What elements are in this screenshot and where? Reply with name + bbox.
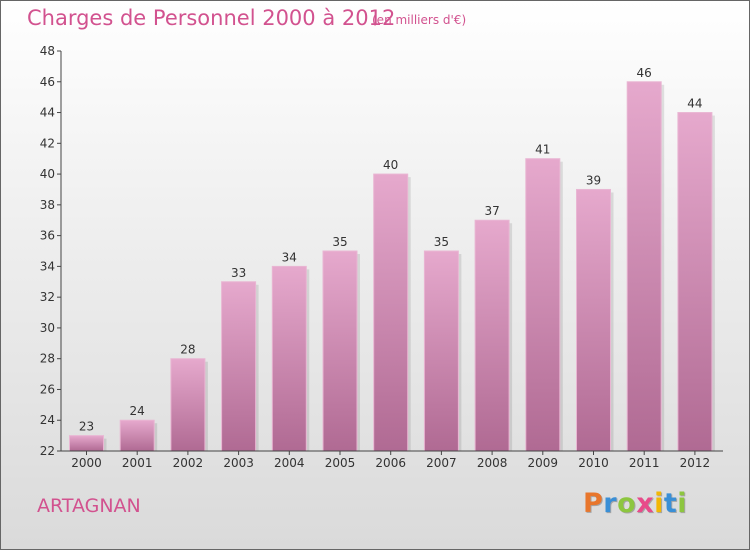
bar-value-label: 41: [535, 143, 550, 157]
chart-subtitle: (en milliers d'€): [372, 13, 467, 27]
logo-letter: r: [603, 488, 618, 519]
bar: [525, 158, 561, 452]
y-tick-label: 42: [40, 136, 55, 150]
y-tick-label: 46: [40, 75, 55, 89]
x-tick-label: 2007: [426, 456, 457, 470]
bar: [322, 250, 358, 452]
commune-name: ARTAGNAN: [37, 495, 141, 517]
y-tick-label: 24: [40, 413, 55, 427]
y-tick-label: 22: [40, 444, 55, 458]
bar: [69, 435, 104, 452]
bar-value-label: 23: [79, 420, 94, 434]
logo-letter: i: [677, 488, 688, 519]
y-tick-label: 28: [40, 352, 55, 366]
bar: [677, 112, 713, 452]
logo-letter: P: [583, 488, 604, 519]
y-tick-label: 30: [40, 321, 55, 335]
y-tick-label: 34: [40, 259, 55, 273]
bar-value-label: 40: [383, 158, 398, 172]
bar-value-label: 35: [332, 235, 347, 249]
x-tick-label: 2011: [629, 456, 660, 470]
bar: [170, 358, 206, 452]
bar-value-label: 44: [687, 97, 702, 111]
bar-value-label: 28: [180, 343, 195, 357]
bar: [474, 219, 510, 452]
bar-value-label: 33: [231, 266, 246, 280]
bar: [221, 281, 257, 452]
logo-letter: o: [617, 488, 637, 519]
bar: [626, 81, 662, 452]
x-tick-label: 2000: [71, 456, 102, 470]
y-tick-label: 38: [40, 198, 55, 212]
y-tick-label: 44: [40, 106, 55, 120]
x-tick-label: 2006: [375, 456, 406, 470]
logo-letter: t: [663, 488, 678, 519]
x-tick-label: 2001: [122, 456, 153, 470]
y-tick-label: 48: [40, 44, 55, 58]
bar: [271, 265, 307, 452]
x-tick-label: 2003: [223, 456, 254, 470]
bar: [119, 419, 155, 452]
x-axis: 2000 2001 2002 2003 2004 2005 2006 2007 2008 2009…: [61, 450, 723, 470]
bars: 23 24 28 33 34 35 40 35 37 41 39 46 44: [69, 66, 715, 452]
x-tick-label: 2008: [477, 456, 508, 470]
bar-value-label: 24: [130, 404, 145, 418]
x-tick-label: 2002: [173, 456, 204, 470]
proxiti-logo: Proxiti: [583, 488, 687, 519]
bar-value-label: 46: [637, 66, 652, 80]
logo-letter: i: [654, 488, 664, 519]
y-tick-label: 40: [40, 167, 55, 181]
y-tick-label: 26: [40, 382, 55, 396]
bar: [576, 188, 611, 452]
bar: [373, 173, 409, 452]
logo-letter: x: [636, 488, 655, 519]
x-tick-label: 2005: [325, 456, 356, 470]
x-tick-label: 2010: [578, 456, 609, 470]
bar-value-label: 35: [434, 235, 449, 249]
y-tick-label: 36: [40, 229, 55, 243]
x-tick-label: 2012: [680, 456, 711, 470]
y-axis: 22 24 26 28 30 32 34 36 38 40 42 44 46 48: [40, 44, 62, 458]
bar-value-label: 37: [484, 204, 499, 218]
bar-value-label: 39: [586, 173, 601, 187]
x-tick-label: 2004: [274, 456, 305, 470]
bar-value-label: 34: [282, 250, 297, 264]
x-tick-label: 2009: [528, 456, 559, 470]
bar: [423, 250, 459, 452]
y-tick-label: 32: [40, 290, 55, 304]
chart-title: Charges de Personnel 2000 à 2012: [27, 6, 396, 30]
